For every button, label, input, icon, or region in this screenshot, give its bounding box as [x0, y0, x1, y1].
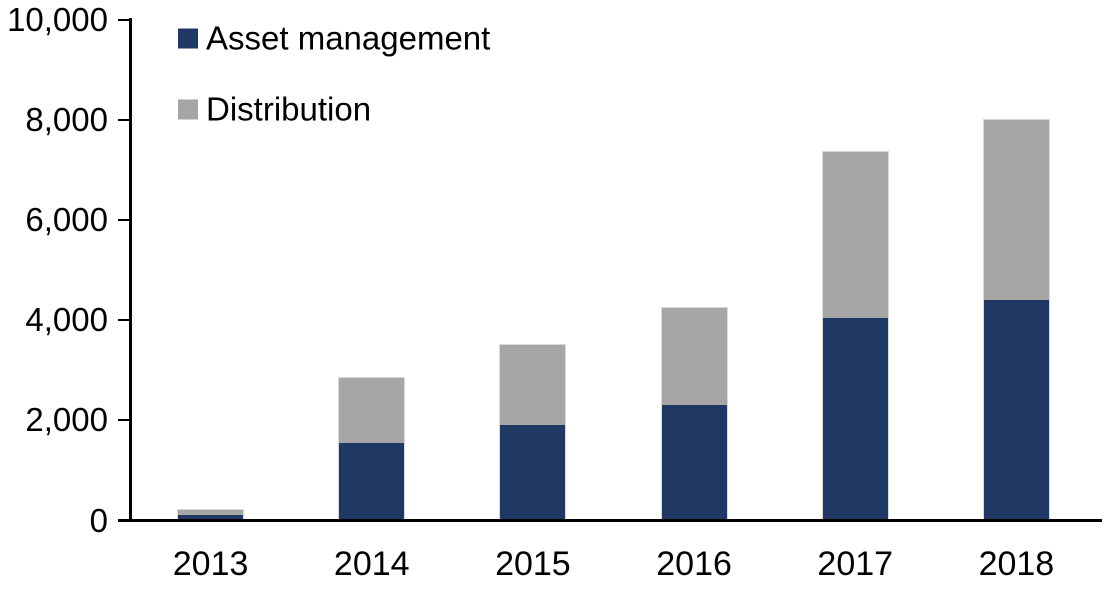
segment-asset-management-2014: [339, 442, 405, 521]
x-axis-category-label: 2014: [333, 545, 410, 583]
x-axis-category-label: 2018: [978, 545, 1055, 583]
y-axis-tick: [118, 419, 129, 422]
bar-2016: [660, 306, 728, 522]
segment-distribution-2018: [983, 119, 1049, 301]
y-axis-tick: [118, 18, 129, 21]
y-axis-tick-label: 0: [89, 501, 108, 539]
segment-distribution-2014: [339, 377, 405, 443]
bar-2015: [499, 344, 567, 522]
y-axis-tick-label: 8,000: [25, 100, 108, 138]
x-axis-category-label: 2013: [172, 545, 249, 583]
y-axis-tick: [118, 118, 129, 121]
legend-item-distribution: Distribution: [178, 93, 371, 126]
segment-asset-management-2015: [500, 425, 566, 521]
y-axis-tick-label: 2,000: [25, 401, 108, 439]
bar-2018: [982, 118, 1050, 522]
segment-distribution-2015: [500, 345, 566, 426]
segment-asset-management-2016: [661, 405, 727, 521]
segment-distribution-2017: [822, 152, 888, 318]
segment-asset-management-2013: [178, 515, 244, 521]
y-axis-tick-label: 6,000: [25, 200, 108, 238]
x-axis-line: [118, 519, 1102, 522]
x-axis-category-label: 2015: [495, 545, 571, 583]
legend-label-asset-management: Asset management: [206, 19, 491, 57]
x-axis-category-label: 2017: [817, 545, 894, 583]
bar-2014: [338, 376, 406, 522]
y-axis-tick: [118, 319, 129, 322]
segment-asset-management-2017: [822, 317, 888, 521]
legend-label-distribution: Distribution: [206, 90, 372, 128]
legend-item-asset-management: Asset management: [178, 22, 490, 55]
segment-distribution-2016: [661, 307, 727, 406]
y-axis-tick: [118, 218, 129, 221]
x-axis-category-label: 2016: [656, 545, 732, 583]
y-axis-line: [129, 18, 132, 522]
segment-distribution-2013: [178, 510, 244, 516]
segment-asset-management-2018: [983, 300, 1049, 521]
bar-2013: [177, 509, 245, 522]
distribution-legend-swatch-icon: [178, 99, 198, 119]
asset-management-legend-swatch-icon: [178, 28, 198, 48]
y-axis-tick-label: 10,000: [7, 0, 108, 38]
bar-2017: [821, 151, 889, 522]
y-axis-tick-label: 4,000: [25, 301, 108, 339]
